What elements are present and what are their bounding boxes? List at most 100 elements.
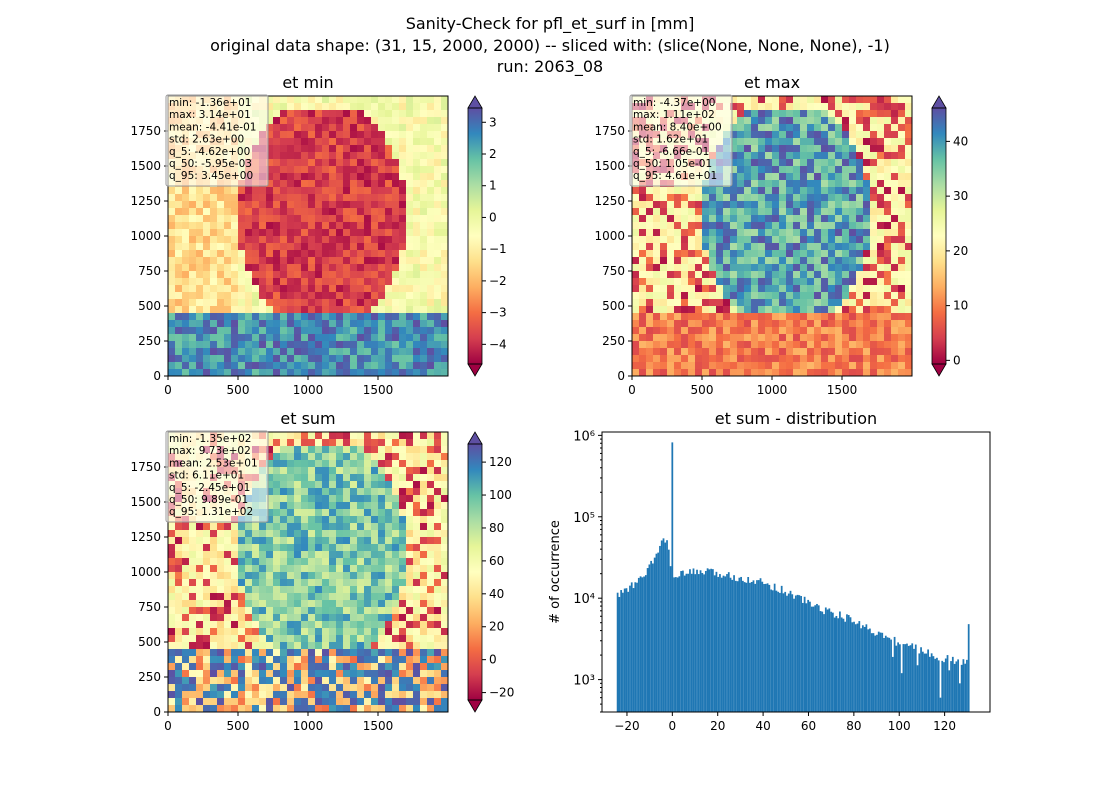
histogram-bar [652,563,654,712]
histogram-bar [801,602,804,712]
colorbar-frame [467,107,483,365]
histogram-bar [726,574,728,712]
histogram-bar [763,584,765,712]
histogram-bar [844,621,847,712]
histogram-bar [879,632,882,712]
histogram-bar [897,642,900,712]
histogram-bar [798,595,801,712]
histogram-bar [747,577,750,712]
x-tick-label: 0 [164,719,172,733]
histogram-bar [851,622,854,712]
histogram-bar [689,569,691,712]
histogram-bar [639,576,642,712]
histogram-bars [616,442,970,712]
histogram-bar [696,569,698,712]
x-tick-label: 100 [888,719,911,733]
histogram-bar [713,575,716,712]
histogram-bar [667,549,670,712]
axes-frame [601,431,991,713]
histogram-bar [683,575,686,712]
colorbar-tick-label: 10 [953,299,968,313]
histogram-bar [941,660,944,712]
histogram-bar [648,564,651,712]
histogram-bar [911,643,914,712]
y-axis: 0 250 500 750 1000 1250 1500 1750 [130,460,168,719]
x-tick-label: 40 [755,719,770,733]
x-axis: 0 500 1000 1500 [164,376,393,397]
histogram-bar [839,611,841,712]
histogram-bar [724,576,727,712]
histogram-bar [775,590,778,712]
y-tick-label: 250 [602,334,625,348]
histogram-bar [752,580,755,712]
histogram-bar [858,621,861,712]
histogram-bar [883,637,885,712]
histogram-bar [823,614,825,712]
histogram-bar [630,582,633,712]
x-axis: 0 500 1000 1500 [628,376,857,397]
histogram-bar [745,582,748,712]
colorbar-tick-label: −20 [489,686,514,700]
histogram-bar [669,566,672,712]
x-tick-label: 120 [933,719,956,733]
histogram-bar [960,664,963,712]
stats-box-frame [629,94,733,187]
stats-line: std: 6.11e+01 [169,470,244,482]
histogram-bar [662,538,665,712]
y-tick-label: 10⁶ [573,429,595,444]
histogram-bar [854,624,857,712]
histogram-bar [869,628,871,712]
y-tick-label: 1500 [130,495,161,509]
histogram-bar [914,644,917,712]
histogram-bar [884,635,887,712]
histogram-bar [817,605,820,712]
colorbar-tick-label: 0 [489,653,497,667]
colorbar-tick-label: −3 [489,306,507,320]
histogram-bar [625,588,628,712]
histogram-bar [860,628,862,712]
histogram-bar [740,576,742,712]
histogram-bar [847,615,850,712]
histogram-bar [703,574,705,712]
y-axis: 0 250 500 750 1000 1250 1500 1750 [594,124,632,383]
heatmap-image [168,432,449,713]
x-tick-label: 500 [227,719,250,733]
stats-line: mean: 2.53e+01 [169,457,258,469]
histogram-bar [807,599,810,712]
histogram-bar [676,577,679,712]
histogram-bar [831,612,834,712]
histogram-bar [733,575,735,712]
stats-line: q_95: 1.31e+02 [169,506,253,518]
y-tick-label: 1250 [130,194,161,208]
histogram-bar [909,645,912,712]
colorbar: −20 0 20 40 60 80 100 120 [467,431,514,713]
histogram-bar [720,577,723,712]
histogram-bar [800,595,802,712]
histogram-bar [950,661,952,712]
colorbar-extend-min [467,363,483,377]
colorbar-extend-min [467,699,483,713]
histogram-bar [623,588,626,712]
histogram-bar [750,582,753,712]
histogram-bar [682,570,684,712]
stats-line: min: -1.36e+01 [169,97,251,109]
histogram-bar [890,639,892,712]
figure-title-line-2: original data shape: (31, 15, 2000, 2000… [210,36,890,55]
histogram-bar [826,609,829,712]
histogram-bar [907,645,910,712]
histogram-bar [789,590,792,712]
y-tick-label: 1750 [130,460,161,474]
histogram-bar [756,580,758,712]
colorbar: −4 −3 −2 −1 0 1 2 3 [467,95,507,377]
colorbar-tick-label: 120 [489,455,512,469]
histogram-bar [927,649,929,712]
histogram-bar [944,658,947,712]
histogram-bar [872,633,875,712]
x-axis: 0 500 1000 1500 [164,712,393,733]
histogram-bar [870,633,873,712]
histogram-bar [929,656,931,712]
colorbar-extend-max [931,95,947,109]
figure-title-line-1: Sanity-Check for pfl_et_surf in [mm] [406,14,695,34]
